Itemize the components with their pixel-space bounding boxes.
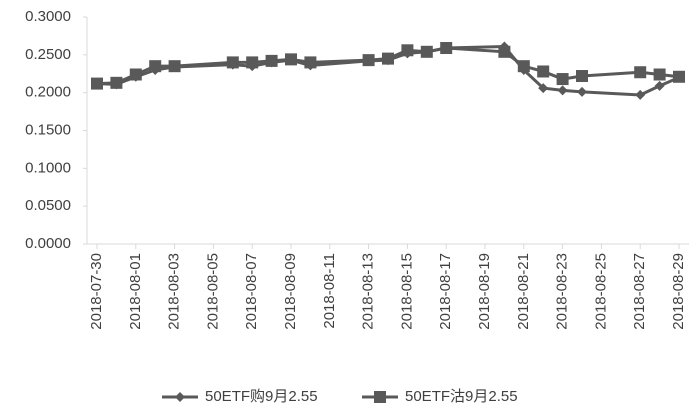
marker: [129, 68, 142, 81]
marker: [420, 45, 433, 58]
marker: [246, 56, 259, 69]
marker: [556, 73, 569, 86]
x-tick-label: 2018-08-25: [592, 253, 609, 330]
x-tick-label: 2018-08-29: [670, 253, 687, 330]
x-tick-label: 2018-08-17: [437, 253, 454, 330]
x-tick-label: 2018-08-15: [398, 253, 415, 330]
y-tick-label: 0.0000: [25, 235, 71, 252]
marker: [149, 60, 162, 73]
marker: [285, 53, 297, 66]
x-tick-label: 2018-08-09: [282, 253, 299, 330]
marker: [634, 66, 647, 79]
marker: [635, 89, 646, 100]
legend-marker: [374, 391, 386, 403]
x-tick-label: 2018-08-01: [127, 253, 144, 330]
x-tick-label: 2018-08-11: [321, 253, 338, 329]
x-tick-label: 2018-07-30: [88, 253, 105, 330]
marker: [91, 77, 103, 90]
marker: [653, 68, 666, 81]
x-tick-label: 2018-08-27: [631, 253, 648, 330]
x-tick-label: 2018-08-21: [515, 253, 532, 330]
marker: [557, 85, 568, 96]
x-tick-label: 2018-08-23: [554, 253, 571, 330]
marker: [168, 60, 181, 73]
x-tick-label: 2018-08-03: [166, 253, 183, 330]
marker: [537, 65, 550, 78]
marker: [577, 86, 587, 97]
marker: [538, 83, 549, 94]
marker: [401, 44, 414, 57]
x-tick-label: 2018-08-19: [476, 253, 493, 330]
marker: [110, 76, 123, 89]
marker: [440, 42, 453, 55]
y-tick-label: 0.1500: [25, 121, 71, 138]
marker: [304, 56, 317, 69]
marker: [654, 80, 665, 91]
marker: [517, 60, 530, 73]
y-tick-label: 0.0500: [25, 197, 71, 214]
marker: [673, 70, 685, 83]
legend-label: 50ETF沽9月2.55: [405, 388, 518, 405]
y-tick-label: 0.3000: [25, 8, 71, 25]
x-tick-label: 2018-08-13: [360, 253, 377, 330]
marker: [265, 54, 278, 67]
legend-label: 50ETF购9月2.55: [205, 388, 318, 405]
marker: [498, 45, 511, 58]
x-tick-label: 2018-08-05: [204, 253, 221, 330]
y-tick-label: 0.1000: [25, 159, 71, 176]
marker: [382, 52, 394, 65]
marker: [226, 56, 239, 69]
y-tick-label: 0.2500: [25, 46, 71, 63]
marker: [362, 54, 375, 67]
legend-marker: [175, 392, 185, 402]
x-tick-label: 2018-08-07: [243, 253, 260, 330]
y-tick-label: 0.2000: [25, 84, 71, 101]
marker: [576, 70, 588, 83]
